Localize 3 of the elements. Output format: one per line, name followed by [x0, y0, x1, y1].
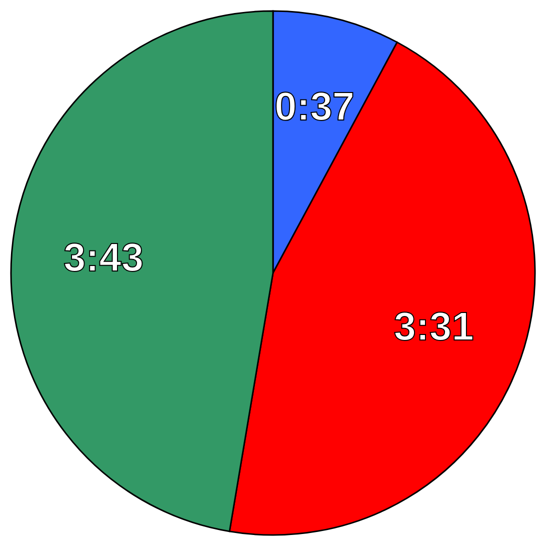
data-label: 3:43 [64, 236, 144, 280]
data-label: 3:31 [394, 305, 474, 350]
data-label: 0:37 [274, 85, 355, 130]
